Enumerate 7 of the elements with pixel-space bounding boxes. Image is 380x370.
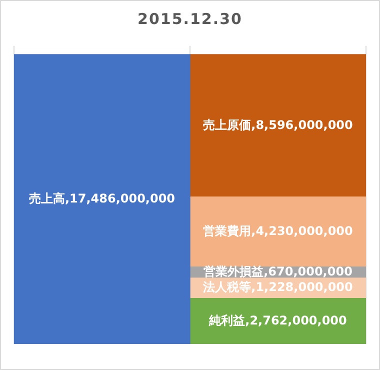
- data-label: 売上高,17,486,000,000: [28, 191, 176, 206]
- data-label: 営業費用,4,230,000,000: [203, 224, 353, 238]
- data-label: 売上原価,8,596,000,000: [203, 118, 353, 132]
- data-label: 純利益,2,762,000,000: [208, 313, 347, 328]
- data-label: 営業外損益,670,000,000: [204, 264, 352, 279]
- data-label: 法人税等,1,228,000,000: [202, 280, 353, 294]
- chart-title: 2015.12.30: [136, 10, 244, 28]
